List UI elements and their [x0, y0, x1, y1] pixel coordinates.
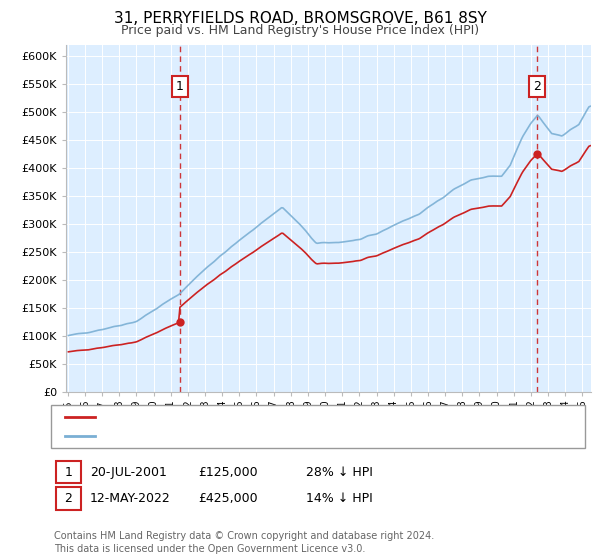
Text: 12-MAY-2022: 12-MAY-2022 — [90, 492, 171, 505]
Text: 1: 1 — [64, 465, 73, 479]
Text: 28% ↓ HPI: 28% ↓ HPI — [306, 465, 373, 479]
Text: 31, PERRYFIELDS ROAD, BROMSGROVE, B61 8SY (detached house): 31, PERRYFIELDS ROAD, BROMSGROVE, B61 8S… — [102, 410, 496, 423]
Text: 14% ↓ HPI: 14% ↓ HPI — [306, 492, 373, 505]
Text: 1: 1 — [176, 80, 184, 93]
Text: Price paid vs. HM Land Registry's House Price Index (HPI): Price paid vs. HM Land Registry's House … — [121, 24, 479, 36]
Text: Contains HM Land Registry data © Crown copyright and database right 2024.
This d: Contains HM Land Registry data © Crown c… — [54, 531, 434, 554]
Text: HPI: Average price, detached house, Bromsgrove: HPI: Average price, detached house, Brom… — [102, 430, 392, 442]
Text: £125,000: £125,000 — [198, 465, 257, 479]
Text: 2: 2 — [64, 492, 73, 505]
Text: 31, PERRYFIELDS ROAD, BROMSGROVE, B61 8SY: 31, PERRYFIELDS ROAD, BROMSGROVE, B61 8S… — [113, 11, 487, 26]
Text: 20-JUL-2001: 20-JUL-2001 — [90, 465, 167, 479]
Text: £425,000: £425,000 — [198, 492, 257, 505]
Text: 2: 2 — [533, 80, 541, 93]
